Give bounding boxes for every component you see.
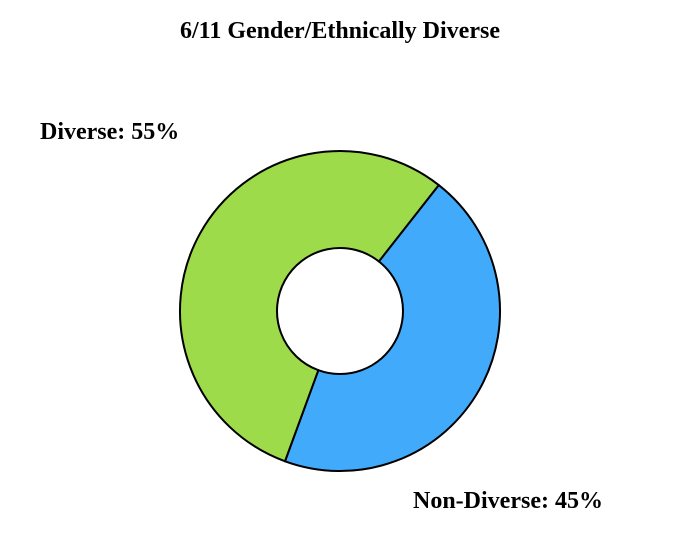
- chart-title: 6/11 Gender/Ethnically Diverse: [180, 18, 500, 44]
- slice-label-diverse: Diverse: 55%: [40, 119, 180, 145]
- slice-label-non-diverse: Non-Diverse: 45%: [413, 488, 603, 514]
- slice-non-diverse: [284, 184, 501, 472]
- slice-diverse: [179, 150, 440, 463]
